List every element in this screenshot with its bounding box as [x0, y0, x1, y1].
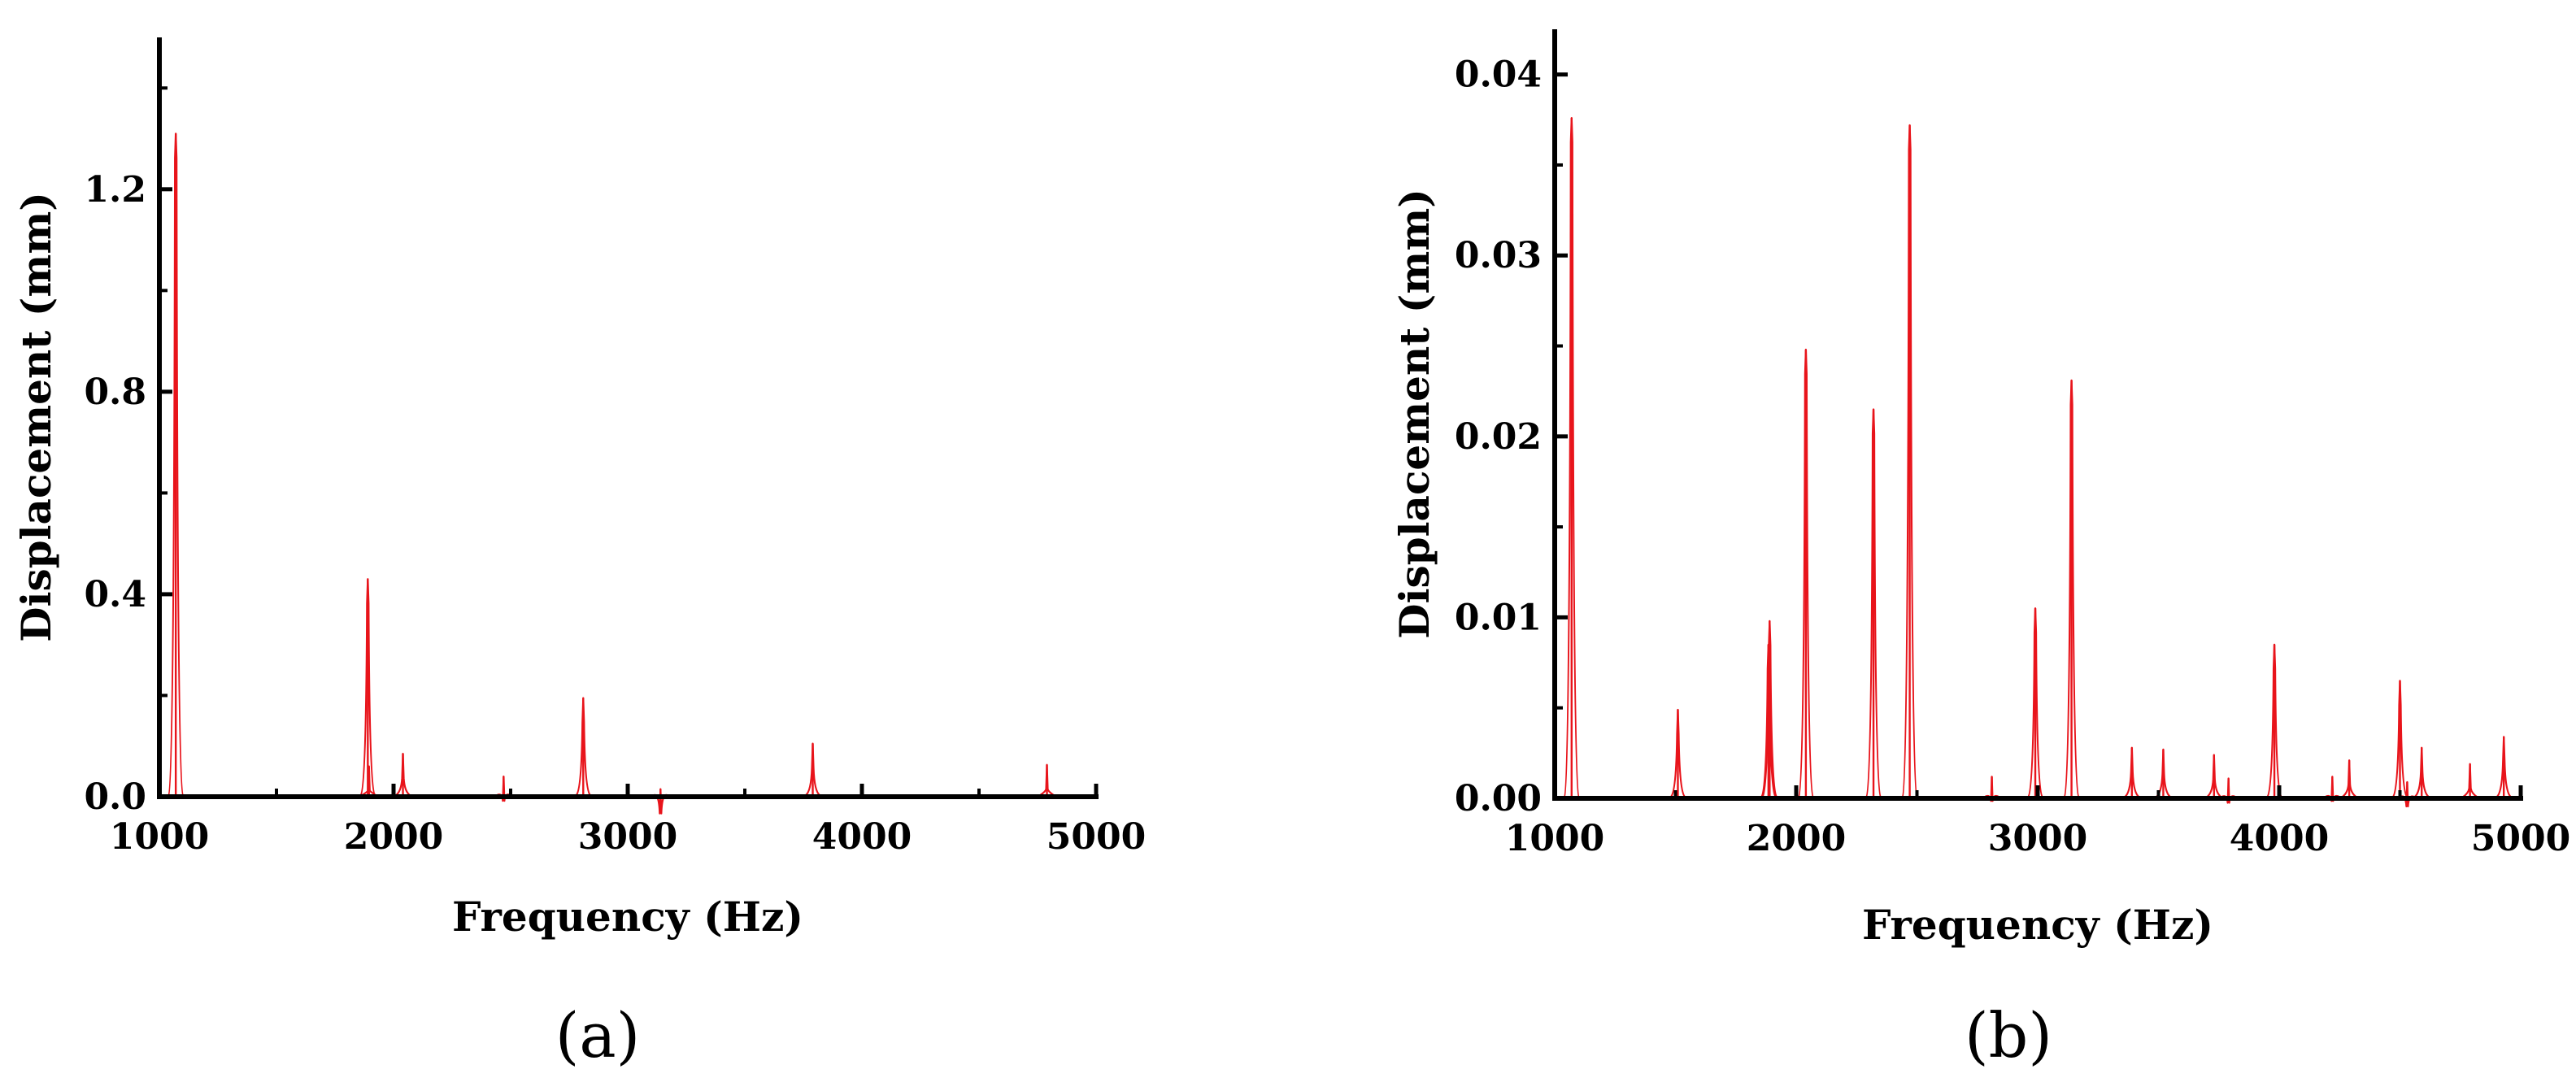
chart-a-x-axis-title: Frequency (Hz): [452, 893, 803, 941]
chart-a-x-tick-label: 5000: [1046, 816, 1146, 858]
chart-a-x-tick-label: 1000: [110, 816, 209, 858]
chart-b-x-axis-title: Frequency (Hz): [1862, 901, 2213, 949]
chart-b-x-tick-label: 1000: [1505, 818, 1604, 859]
chart-a-y-tick-label: 0.8: [84, 372, 146, 413]
chart-a-y-tick-label: 1.2: [84, 169, 146, 211]
chart-a-x-tick-label: 3000: [578, 816, 677, 858]
chart-b-x-tick-label: 4000: [2230, 818, 2329, 859]
chart-b-x-tick-label: 5000: [2471, 818, 2570, 859]
chart-b-y-tick-label: 0.03: [1455, 235, 1542, 276]
chart-a-y-tick-label: 0.0: [84, 776, 146, 818]
chart-b-y-tick-label: 0.04: [1455, 54, 1542, 96]
chart-b: 1000 2000 3000 4000 5000 0.00 0.01 0.02 0.03 0.04…: [1390, 29, 2570, 1071]
chart-a-series-line: [159, 133, 1096, 815]
chart-b-y-tick-label: 0.01: [1455, 597, 1542, 638]
chart-a-x-tick-label: 4000: [812, 816, 912, 858]
chart-a-y-tick-label: 0.4: [84, 574, 146, 615]
chart-b-x-tick-label: 2000: [1747, 818, 1846, 859]
chart-b-y-tick-label: 0.00: [1455, 778, 1542, 819]
chart-a-panel-label: (a): [555, 999, 641, 1071]
chart-b-x-tick-label: 3000: [1988, 818, 2087, 859]
chart-b-series-line: [1555, 116, 2521, 808]
chart-a-x-tick-label: 2000: [344, 816, 443, 858]
chart-a: 1000 2000 3000 4000 5000 0.0 0.4 0.8 1.2 Frequenc…: [12, 37, 1146, 1071]
chart-b-y-tick-label: 0.02: [1455, 416, 1542, 458]
chart-b-y-axis-title: Displacement (mm): [1390, 189, 1438, 639]
chart-a-y-axis-title: Displacement (mm): [12, 192, 60, 642]
chart-b-panel-label: (b): [1965, 999, 2052, 1071]
